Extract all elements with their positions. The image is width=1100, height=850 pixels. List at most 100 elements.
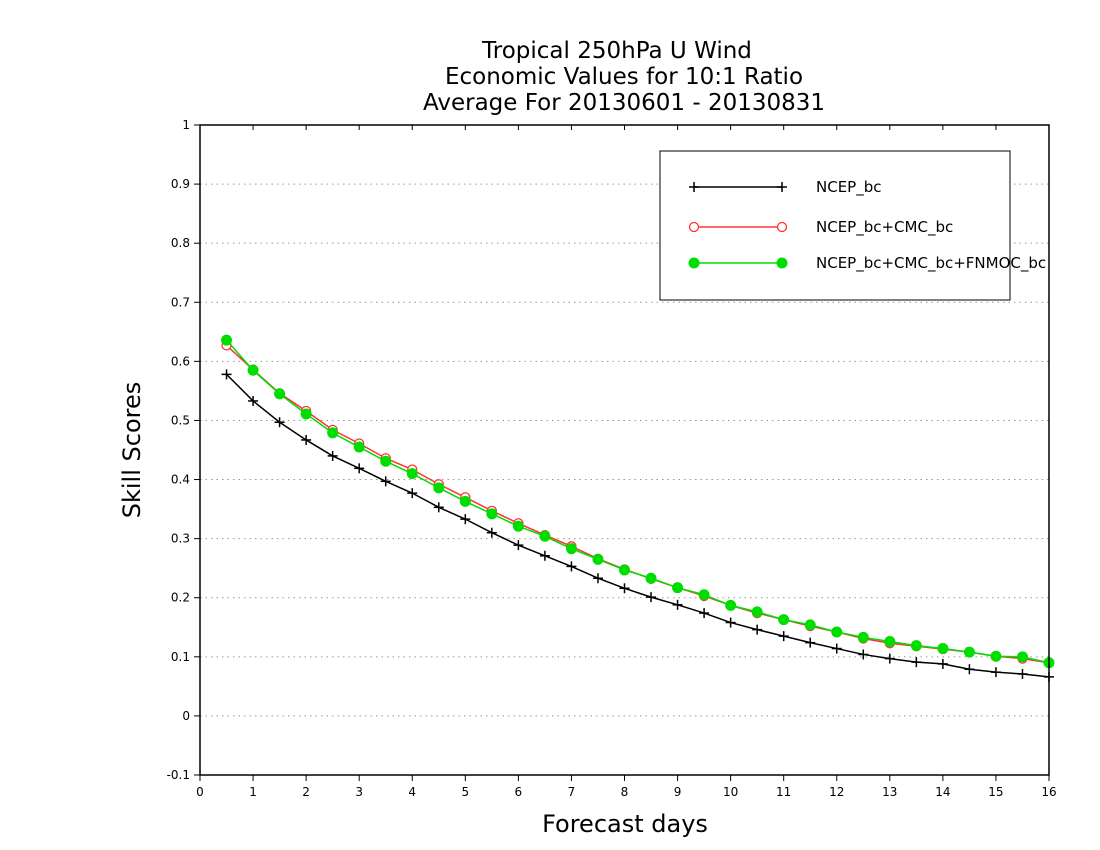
data-point (619, 583, 630, 594)
data-point (857, 631, 869, 643)
data-point (990, 650, 1002, 662)
data-point (646, 592, 657, 603)
data-point (592, 573, 603, 584)
series-line (225, 373, 1050, 678)
x-tick-label: 3 (355, 785, 363, 799)
axis-ticks: -0.100.10.20.30.40.50.60.70.80.910 1 2 3 4 5 6… (167, 118, 1057, 799)
data-point (566, 561, 577, 572)
y-tick-label: 0.9 (171, 177, 190, 191)
data-point (486, 527, 497, 538)
y-tick-label: -0.1 (167, 768, 190, 782)
data-point (672, 599, 683, 610)
legend-marker (776, 221, 788, 233)
grid-lines (200, 183, 1049, 717)
series-1 (221, 369, 1054, 682)
data-point (858, 649, 869, 660)
series-2 (221, 340, 1055, 668)
data-point (619, 564, 630, 576)
x-tick-label: 7 (568, 785, 576, 799)
data-point (512, 520, 524, 532)
data-point (247, 364, 259, 376)
x-tick-label: 15 (988, 785, 1003, 799)
x-tick-label: 0 (196, 785, 204, 799)
data-point (1016, 651, 1028, 663)
data-point (645, 572, 657, 584)
x-axis-label: Forecast days (542, 810, 708, 838)
data-point (937, 658, 948, 669)
data-point (884, 635, 896, 647)
data-point (1017, 668, 1028, 679)
data-point (433, 502, 444, 513)
data-point (301, 434, 312, 445)
title-line-1: Tropical 250hPa U Wind (481, 38, 752, 64)
data-point (327, 450, 338, 461)
legend-marker (688, 257, 700, 269)
data-point (407, 488, 418, 499)
data-point (274, 417, 285, 428)
data-point (327, 427, 339, 439)
data-point (805, 637, 816, 648)
data-point (778, 614, 790, 626)
data-point (831, 626, 843, 638)
series-line (226, 344, 1050, 664)
x-tick-label: 8 (621, 785, 629, 799)
data-point (354, 463, 365, 474)
legend-marker (689, 182, 699, 192)
data-point (752, 624, 763, 635)
data-point (831, 643, 842, 654)
series-3 (221, 334, 1055, 669)
data-point (460, 514, 471, 525)
legend: NCEP_bc NCEP_bc+CMC_bc NCEP_bc+CMC_bc+FNMO… (659, 150, 1046, 301)
data-point (380, 455, 392, 467)
x-tick-label: 11 (776, 785, 791, 799)
x-tick-label: 9 (674, 785, 682, 799)
data-point (380, 476, 391, 487)
data-point (221, 369, 232, 380)
data-point (433, 482, 445, 494)
y-tick-label: 1 (182, 118, 190, 132)
legend-entry: NCEP_bc (689, 178, 882, 197)
series-line (225, 339, 1050, 664)
data-point (699, 608, 710, 619)
title-line-2: Economic Values for 10:1 Ratio (445, 64, 803, 90)
data-point (725, 617, 736, 628)
data-point (565, 543, 577, 555)
data-point (274, 388, 286, 400)
y-tick-label: 0.6 (171, 354, 190, 368)
data-point (937, 643, 949, 655)
y-tick-label: 0.1 (171, 650, 190, 664)
data-point (300, 408, 312, 420)
y-tick-label: 0 (182, 709, 190, 723)
x-tick-label: 14 (935, 785, 950, 799)
x-tick-label: 12 (829, 785, 844, 799)
data-point (406, 468, 418, 480)
legend-box (659, 150, 1011, 301)
data-point (910, 640, 922, 652)
legend-marker (776, 257, 788, 269)
x-tick-label: 10 (723, 785, 738, 799)
y-tick-label: 0.4 (171, 473, 190, 487)
data-point (459, 495, 471, 507)
data-point (990, 667, 1001, 678)
data-point (778, 631, 789, 642)
data-point (964, 664, 975, 675)
data-point (698, 589, 710, 601)
legend-entry: NCEP_bc+CMC_bc+FNMOC_bc (688, 254, 1046, 273)
data-point (963, 646, 975, 658)
legend-marker (688, 221, 700, 233)
x-tick-label: 16 (1041, 785, 1056, 799)
x-tick-label: 13 (882, 785, 897, 799)
data-point (221, 334, 233, 346)
data-point (539, 550, 550, 561)
data-point (539, 530, 551, 542)
y-tick-label: 0.8 (171, 236, 190, 250)
data-point (911, 657, 922, 668)
legend-marker (777, 182, 787, 192)
legend-entry: NCEP_bc+CMC_bc (688, 218, 953, 237)
data-point (486, 508, 498, 520)
data-point (353, 441, 365, 453)
data-point (751, 606, 763, 618)
x-tick-label: 2 (302, 785, 310, 799)
y-tick-label: 0.7 (171, 295, 190, 309)
